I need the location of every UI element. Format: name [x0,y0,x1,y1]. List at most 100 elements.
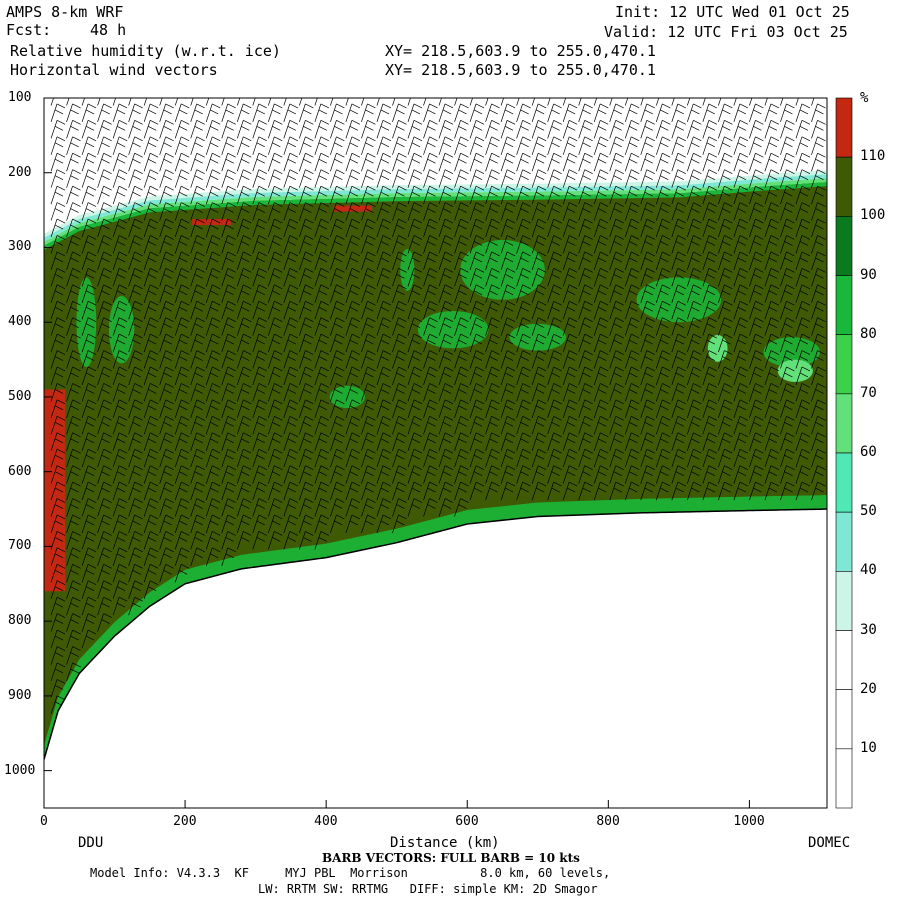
wind-barb [50,98,54,106]
wind-barb [655,284,671,303]
wind-barb [531,235,547,254]
wind-barb [671,300,686,320]
wind-barb [143,432,159,451]
wind-barb [562,399,578,418]
wind-barb [361,235,376,254]
wind-barb [423,120,438,139]
wind-barb [283,120,298,139]
wind-barb [764,169,780,188]
wind-barb [609,235,624,254]
wind-barb [686,350,702,369]
wind-barb [764,317,780,336]
wind-barb [500,300,516,320]
wind-barb [469,218,485,238]
wind-barb [795,218,811,238]
wind-barb [655,169,671,188]
wind-barb [314,251,330,271]
wind-barb [81,98,85,106]
wind-barb [392,235,407,254]
wind-barb [392,202,407,221]
wind-barb [531,317,547,336]
wind-barb [159,465,174,484]
wind-barb [97,120,112,139]
wind-barb [299,300,314,320]
wind-barb [190,481,205,501]
wind-barb [221,152,236,172]
wind-barb [624,465,640,484]
wind-barb [718,185,733,205]
wind-barb [780,251,795,271]
colorbar-swatch [835,216,853,276]
wind-barb [128,235,143,254]
wind-barb [252,251,267,271]
y-tick-label: 500 [8,388,32,404]
wind-barb [376,350,392,369]
wind-barb [221,185,236,205]
wind-barb [81,235,97,254]
wind-barb [640,432,655,451]
wind-barb [686,235,702,254]
wind-barb [578,416,593,435]
wind-barb [547,399,562,418]
wind-barb [267,103,283,123]
wind-barb [66,399,81,418]
wind-barb [314,136,330,155]
wind-barb [423,366,438,386]
wind-barb [361,103,376,123]
wind-barb [143,563,159,583]
wind-barb [593,152,609,172]
wind-barb [718,218,733,238]
wind-barb [609,383,624,402]
wind-barb [128,432,143,451]
wind-barb [733,399,749,418]
wind-barb [578,185,593,205]
wind-barb [81,514,97,534]
wind-barb [159,531,174,550]
colorbar-unit: % [860,90,869,106]
colorbar-level-label: 110 [860,148,886,165]
wind-barb [97,185,112,205]
wind-barb [624,98,629,106]
wind-barb [174,333,190,353]
wind-barb [236,152,252,172]
wind-barb [702,218,718,238]
wind-barb [50,481,66,501]
wind-barb [624,202,640,221]
wind-barb [159,152,174,172]
wind-barb [438,481,454,501]
plot-frame [43,97,828,809]
wind-barb [485,202,500,221]
wind-barb [267,317,283,336]
wind-barb [562,120,578,139]
wind-barb [252,268,267,287]
wind-barb [299,498,314,517]
wind-barb [267,498,283,517]
wind-barb [267,284,283,303]
wind-barb [811,284,826,303]
wind-barb [438,383,454,402]
rh-green-patch [417,311,489,349]
wind-barb [50,547,66,566]
wind-barb [128,218,143,238]
wind-barb [578,98,582,106]
wind-barb [578,317,593,336]
wind-barb [485,481,500,501]
wind-barb [112,333,128,353]
wind-barb [50,120,66,139]
wind-barb [686,416,702,435]
wind-barb [531,120,547,139]
wind-barb [423,465,438,484]
wind-barb [236,103,252,123]
wind-barb [205,98,210,106]
wind-barb [361,366,376,386]
wind-barb [283,448,298,468]
wind-barb [50,268,66,287]
wind-barb [671,268,686,287]
wind-barb [330,432,345,451]
wind-barb [174,235,190,254]
wind-barb [780,169,795,188]
wind-barb [593,218,609,238]
wind-barb [221,268,236,287]
wind-barb [702,350,718,369]
wind-barb [702,366,718,386]
